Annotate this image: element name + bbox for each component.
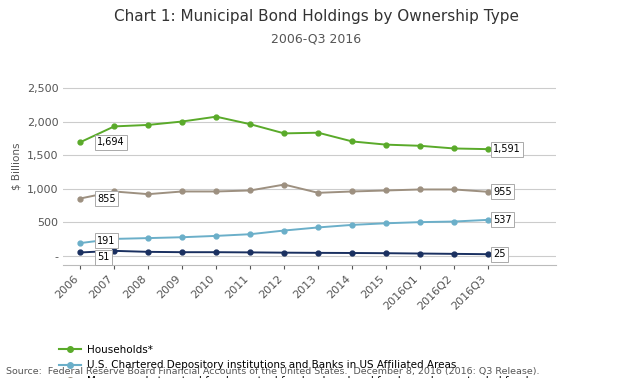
Text: 191: 191 bbox=[97, 236, 116, 246]
Text: 537: 537 bbox=[493, 215, 512, 225]
Text: 51: 51 bbox=[97, 252, 109, 262]
Text: 1,694: 1,694 bbox=[97, 137, 125, 147]
Text: 2006-Q3 2016: 2006-Q3 2016 bbox=[271, 32, 361, 45]
Text: 1,591: 1,591 bbox=[493, 144, 521, 154]
Text: 955: 955 bbox=[493, 187, 512, 197]
Text: 855: 855 bbox=[97, 194, 116, 203]
Y-axis label: $ Billions: $ Billions bbox=[11, 143, 21, 190]
Text: Chart 1: Municipal Bond Holdings by Ownership Type: Chart 1: Municipal Bond Holdings by Owne… bbox=[114, 9, 518, 25]
Text: 25: 25 bbox=[493, 249, 506, 259]
Text: Source:  Federal Reserve Board Financial Accounts of the United States.  Decembe: Source: Federal Reserve Board Financial … bbox=[6, 367, 540, 376]
Legend: Households*, U.S. Chartered Depository institutions and Banks in US Affiliated A: Households*, U.S. Chartered Depository i… bbox=[59, 344, 533, 378]
